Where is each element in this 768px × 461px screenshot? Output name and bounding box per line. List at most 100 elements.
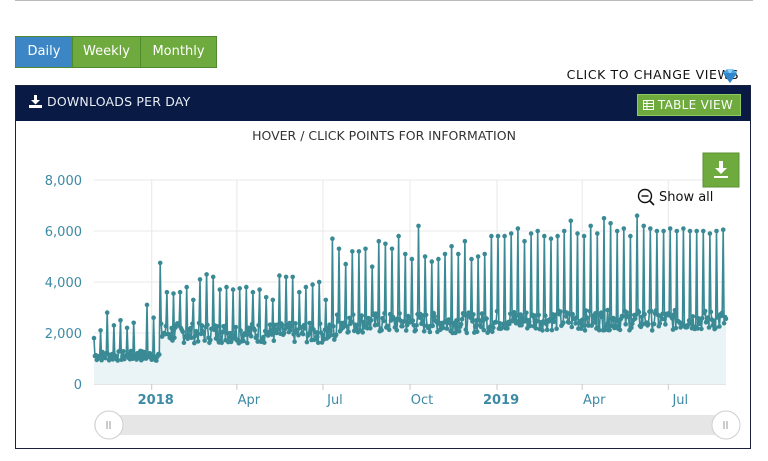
data-point[interactable] xyxy=(629,325,634,331)
data-point[interactable] xyxy=(300,331,306,337)
data-point[interactable] xyxy=(410,318,416,323)
data-point[interactable] xyxy=(188,325,193,331)
show-all-button[interactable]: Show all xyxy=(637,188,714,206)
data-point[interactable] xyxy=(172,335,177,341)
data-point[interactable] xyxy=(473,324,478,330)
data-point[interactable] xyxy=(569,324,575,330)
data-point[interactable] xyxy=(403,251,408,257)
data-point[interactable] xyxy=(674,228,680,234)
data-point[interactable] xyxy=(220,329,225,335)
daily-button[interactable]: Daily xyxy=(16,37,73,67)
data-point[interactable] xyxy=(277,273,282,278)
data-point[interactable] xyxy=(713,325,718,331)
data-point[interactable] xyxy=(469,256,474,262)
data-point[interactable] xyxy=(688,321,694,326)
data-point[interactable] xyxy=(315,334,320,340)
data-point[interactable] xyxy=(532,313,538,318)
data-point[interactable] xyxy=(199,323,205,328)
data-point[interactable] xyxy=(526,319,532,325)
data-point[interactable] xyxy=(354,322,360,328)
data-point[interactable] xyxy=(256,322,261,328)
data-point[interactable] xyxy=(442,251,448,257)
data-point[interactable] xyxy=(402,319,407,324)
data-point[interactable] xyxy=(296,332,301,338)
data-point[interactable] xyxy=(649,328,655,333)
data-point[interactable] xyxy=(495,233,501,239)
data-point[interactable] xyxy=(214,324,220,329)
data-point[interactable] xyxy=(519,322,524,328)
data-point[interactable] xyxy=(307,320,313,326)
data-point[interactable] xyxy=(325,325,331,331)
data-point[interactable] xyxy=(456,251,461,257)
data-point[interactable] xyxy=(347,315,352,321)
data-point[interactable] xyxy=(306,331,312,337)
data-point[interactable] xyxy=(154,358,159,363)
data-point[interactable] xyxy=(593,311,598,316)
data-point[interactable] xyxy=(490,329,495,335)
data-point[interactable] xyxy=(346,329,351,335)
data-point[interactable] xyxy=(711,318,716,323)
data-point[interactable] xyxy=(97,353,102,359)
data-point[interactable] xyxy=(641,223,646,229)
data-point[interactable] xyxy=(191,297,196,303)
data-point[interactable] xyxy=(323,297,329,303)
data-point[interactable] xyxy=(164,289,170,295)
data-point[interactable] xyxy=(717,324,722,329)
data-point[interactable] xyxy=(148,352,154,357)
data-point[interactable] xyxy=(543,313,548,319)
data-point[interactable] xyxy=(468,315,473,321)
data-point[interactable] xyxy=(476,317,482,323)
data-point[interactable] xyxy=(262,340,267,345)
data-point[interactable] xyxy=(598,310,604,316)
table-view-button[interactable]: TABLE VIEW xyxy=(636,94,741,116)
data-point[interactable] xyxy=(292,339,297,345)
data-point[interactable] xyxy=(484,316,489,321)
data-point[interactable] xyxy=(369,264,375,270)
data-point[interactable] xyxy=(646,321,651,327)
data-point[interactable] xyxy=(695,326,700,331)
data-point[interactable] xyxy=(211,327,217,333)
data-point[interactable] xyxy=(514,313,520,318)
data-point[interactable] xyxy=(276,327,281,332)
data-point[interactable] xyxy=(628,233,633,239)
data-point[interactable] xyxy=(413,327,419,333)
data-point[interactable] xyxy=(328,328,333,334)
data-point[interactable] xyxy=(648,226,653,231)
data-point[interactable] xyxy=(423,312,429,318)
data-point[interactable] xyxy=(583,308,589,313)
data-point[interactable] xyxy=(613,323,618,328)
data-point[interactable] xyxy=(706,325,712,330)
data-point[interactable] xyxy=(180,329,186,335)
data-point[interactable] xyxy=(479,311,485,316)
data-point[interactable] xyxy=(254,333,259,339)
data-point[interactable] xyxy=(379,328,384,333)
data-point[interactable] xyxy=(330,236,335,241)
data-point[interactable] xyxy=(535,228,540,234)
data-point[interactable] xyxy=(663,322,668,327)
data-point[interactable] xyxy=(205,322,210,328)
data-point[interactable] xyxy=(447,320,453,326)
data-point[interactable] xyxy=(270,297,276,303)
data-point[interactable] xyxy=(124,325,130,331)
data-point[interactable] xyxy=(406,315,412,321)
data-point[interactable] xyxy=(219,340,224,346)
data-point[interactable] xyxy=(91,335,97,341)
data-point[interactable] xyxy=(349,319,354,325)
data-point[interactable] xyxy=(589,323,594,328)
data-point[interactable] xyxy=(436,256,441,262)
data-point[interactable] xyxy=(700,315,705,321)
data-point[interactable] xyxy=(381,318,386,324)
data-point[interactable] xyxy=(601,216,607,221)
data-point[interactable] xyxy=(169,325,174,331)
data-point[interactable] xyxy=(561,228,567,234)
data-point[interactable] xyxy=(475,254,481,259)
data-point[interactable] xyxy=(534,318,540,324)
data-point[interactable] xyxy=(540,328,545,333)
data-point[interactable] xyxy=(542,233,547,239)
data-point[interactable] xyxy=(705,315,711,320)
data-point[interactable] xyxy=(303,284,309,290)
data-point[interactable] xyxy=(342,320,348,325)
data-point[interactable] xyxy=(654,228,660,234)
data-point[interactable] xyxy=(649,308,654,314)
data-point[interactable] xyxy=(456,328,462,334)
